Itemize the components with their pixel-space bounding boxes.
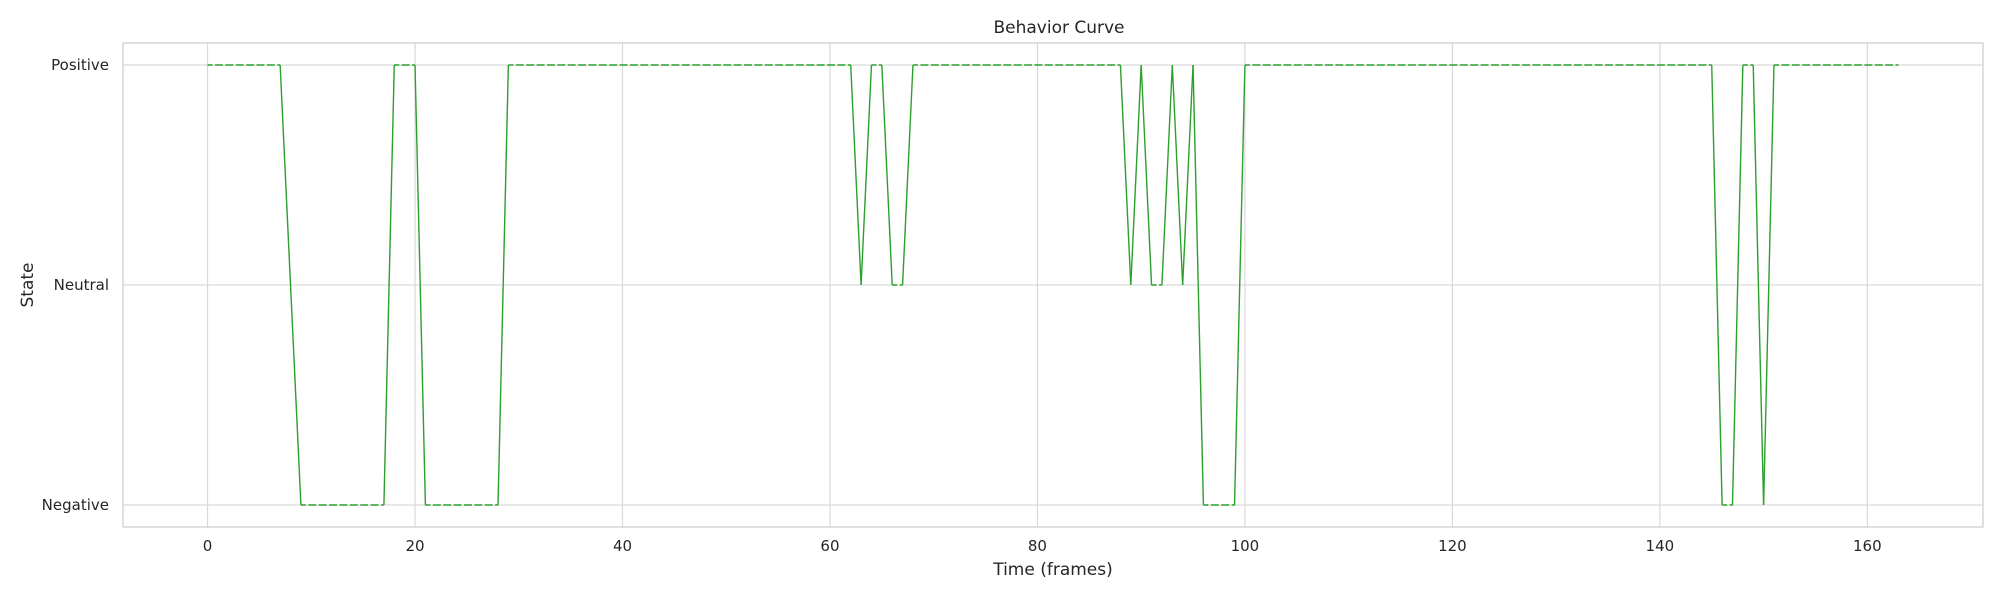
x-tick-label: 100	[1231, 537, 1260, 555]
y-axis-label: State	[18, 263, 38, 308]
series-segment-transition	[1711, 64, 1723, 506]
x-tick-label: 160	[1853, 537, 1882, 555]
series-segment-transition	[279, 64, 292, 286]
plot-frame	[122, 42, 1984, 528]
series-segment-transition	[289, 284, 302, 506]
series-layer	[207, 64, 1899, 506]
x-tick-label: 0	[203, 537, 213, 555]
y-tick-label: Neutral	[54, 276, 109, 294]
series-segment-transition	[1140, 64, 1153, 286]
series-segment-transition	[1181, 64, 1194, 286]
chart-title: Behavior Curve	[993, 18, 1124, 38]
y-tick-label: Negative	[42, 496, 109, 514]
x-tick-label: 60	[820, 537, 839, 555]
series-segment-transition	[901, 64, 914, 286]
x-tick-label: 140	[1646, 537, 1675, 555]
y-tick-label: Positive	[51, 56, 109, 74]
series-segment-transition	[414, 64, 427, 506]
x-tick-label: 80	[1028, 537, 1047, 555]
series-segment-transition	[497, 64, 510, 506]
series-segment-transition	[1130, 64, 1142, 286]
series-segment-transition	[1119, 64, 1132, 286]
series-segment-transition	[1171, 64, 1184, 286]
x-tick-label: 40	[613, 537, 632, 555]
series-segment-transition	[1731, 64, 1744, 506]
series-segment-transition	[383, 64, 395, 506]
x-tick-label: 120	[1438, 537, 1467, 555]
x-axis-label: Time (frames)	[992, 560, 1113, 580]
grid-layer	[123, 43, 1983, 527]
series-segment-transition	[1233, 64, 1246, 506]
series-segment-transition	[1161, 64, 1173, 286]
series-segment-transition	[881, 64, 893, 286]
x-tick-labels: 0 20 40 60 80 100 120 140 160	[203, 537, 1882, 555]
x-tick-label: 20	[405, 537, 424, 555]
series-segment-transition	[1192, 64, 1205, 506]
series-segment-transition	[1752, 64, 1765, 506]
series-segment-transition	[1762, 64, 1775, 506]
series-segment-transition	[850, 64, 862, 286]
series-segment-transition	[860, 64, 873, 286]
y-tick-labels: Negative Neutral Positive	[42, 56, 109, 514]
